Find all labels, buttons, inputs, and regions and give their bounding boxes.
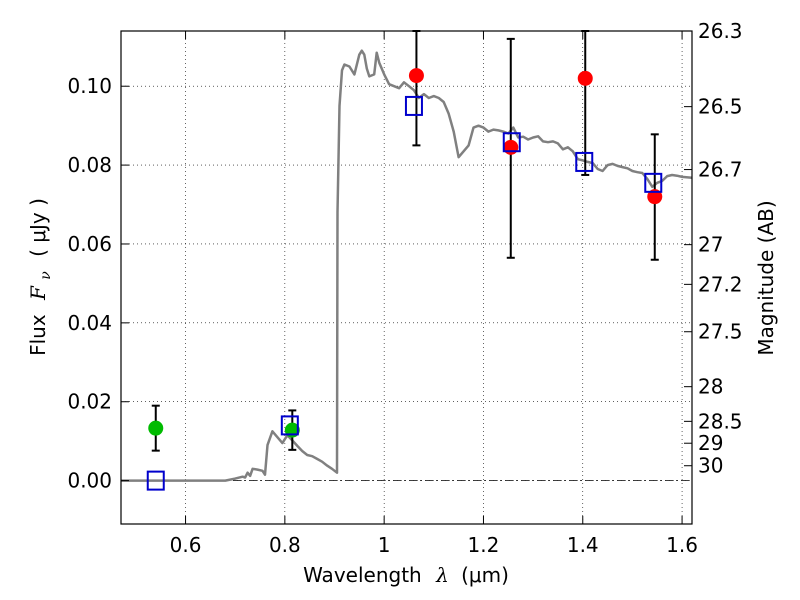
y-tick-label: 0.00 bbox=[67, 469, 112, 493]
magnitude-tick-label: 28.5 bbox=[698, 409, 743, 433]
y-tick-label: 0.10 bbox=[67, 74, 112, 98]
magnitude-tick-label: 27 bbox=[698, 233, 723, 257]
x-tick-label: 1.6 bbox=[666, 533, 698, 557]
data-points-layer bbox=[146, 30, 663, 491]
model-photometry-point bbox=[280, 415, 299, 436]
x-tick-label: 1.2 bbox=[468, 533, 500, 557]
x-tick-label: 0.8 bbox=[269, 533, 301, 557]
y-tick-label: 0.06 bbox=[67, 232, 112, 256]
y-axis-title: Flux F ν ( μJy ) bbox=[26, 198, 55, 356]
magnitude-tick-label: 26.3 bbox=[698, 19, 743, 43]
magnitude-tick-label: 29 bbox=[698, 431, 723, 455]
x-tick-label: 1 bbox=[378, 533, 391, 557]
data-point bbox=[647, 189, 663, 205]
magnitude-tick-label: 26.5 bbox=[698, 95, 743, 119]
y-tick-label: 0.02 bbox=[67, 390, 112, 414]
x-tick-label: 1.4 bbox=[567, 533, 599, 557]
data-point bbox=[503, 139, 519, 155]
model-photometry-point bbox=[404, 95, 423, 116]
axis-ticks: 0.6 0.8 1 1.2 1.4 1.6 0.00 0.02 0.04 0.06 0.08 0.10… bbox=[67, 19, 742, 557]
model-photometry-point bbox=[502, 132, 521, 153]
magnitude-tick-label: 27.5 bbox=[698, 320, 743, 344]
magnitude-tick-label: 28 bbox=[698, 375, 723, 399]
model-photometry-point bbox=[575, 151, 594, 172]
model-photometry-point bbox=[146, 470, 165, 491]
plot-frame bbox=[120, 30, 693, 525]
magnitude-tick-label: 27.2 bbox=[698, 272, 743, 296]
x-axis-title: Wavelength λ (μm) bbox=[303, 563, 509, 587]
y-tick-label: 0.04 bbox=[67, 311, 112, 335]
model-photometry-point bbox=[644, 172, 663, 193]
data-point bbox=[408, 68, 424, 84]
y2-axis-title: Magnitude (AB) bbox=[754, 200, 778, 355]
y-tick-label: 0.08 bbox=[67, 153, 112, 177]
data-point bbox=[577, 70, 593, 86]
data-point bbox=[148, 420, 164, 436]
x-tick-label: 0.6 bbox=[170, 533, 202, 557]
magnitude-tick-label: 30 bbox=[698, 454, 723, 478]
magnitude-tick-label: 26.7 bbox=[698, 158, 743, 182]
